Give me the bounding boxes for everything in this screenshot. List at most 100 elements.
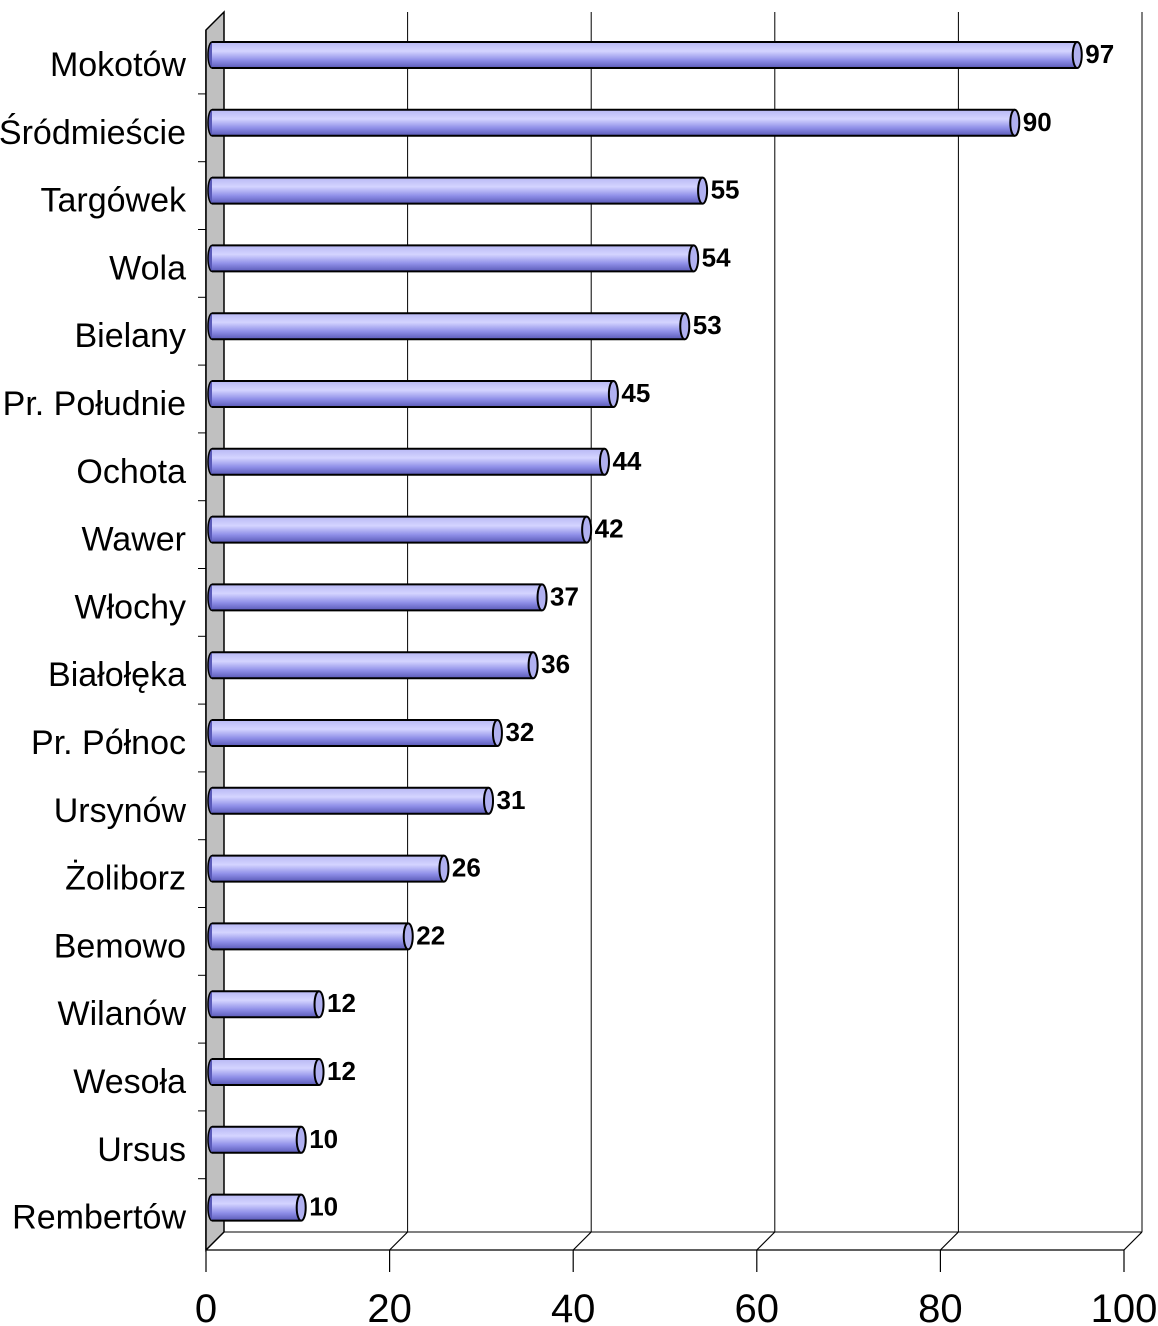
bar-cap-right <box>679 312 691 341</box>
bar <box>207 515 593 544</box>
bar-cap-right <box>598 447 610 476</box>
floor-connector <box>939 1231 959 1251</box>
bar <box>207 380 619 408</box>
category-labels: Mokotów Śródmieście Targówek Wola Bielany Pr.… <box>0 46 187 1237</box>
bar-body <box>212 381 614 407</box>
bar-cap-right <box>1071 41 1083 69</box>
bar-cap-right <box>536 583 548 612</box>
bar-body <box>212 584 543 611</box>
category-label: Żoliborz <box>65 860 186 898</box>
x-tick-label: 40 <box>551 1287 596 1326</box>
data-label: 32 <box>505 717 534 747</box>
bar-cap-right <box>491 719 503 747</box>
bar-body <box>212 855 444 882</box>
bar <box>207 583 548 612</box>
bar-body <box>212 516 587 543</box>
data-label: 22 <box>416 920 445 950</box>
bar-body <box>212 1059 320 1085</box>
bar <box>207 719 503 747</box>
bar <box>207 854 450 883</box>
bar-body <box>212 1126 302 1153</box>
category-label: Białołęka <box>48 656 186 694</box>
bar-cap-right <box>295 1125 307 1154</box>
bar-cap-right <box>438 854 450 883</box>
bar-body <box>212 313 685 340</box>
x-tick-label: 80 <box>918 1287 963 1326</box>
bar-body <box>212 923 409 950</box>
bar-body <box>212 245 694 272</box>
data-label: 12 <box>327 988 356 1018</box>
bar-body <box>212 1194 302 1221</box>
bar-cap-right <box>295 1193 307 1222</box>
data-label: 54 <box>702 242 731 272</box>
bar-body <box>212 720 498 746</box>
floor-connector <box>1123 1231 1143 1251</box>
bar-cap-right <box>402 922 414 951</box>
bar <box>207 108 1021 137</box>
data-label: 37 <box>550 581 579 611</box>
bar-cap-right <box>313 990 325 1019</box>
x-tick-label: 0 <box>195 1287 217 1326</box>
category-label: Pr. Południe <box>3 385 186 423</box>
category-label: Bielany <box>74 317 186 355</box>
category-label: Wola <box>109 249 186 287</box>
bar <box>207 922 414 951</box>
data-label: 10 <box>309 1124 338 1154</box>
bar <box>207 990 325 1019</box>
bar <box>207 312 691 341</box>
bar-body <box>212 42 1078 68</box>
data-label: 42 <box>595 514 624 544</box>
category-label: Ursus <box>97 1131 186 1169</box>
category-label: Ursynów <box>54 792 187 830</box>
bar <box>207 176 709 205</box>
x-tick-label: 60 <box>735 1287 780 1326</box>
data-label: 44 <box>612 446 641 476</box>
bar <box>207 1193 307 1222</box>
bar <box>207 41 1083 69</box>
bar-body <box>212 109 1015 136</box>
category-label: Wilanów <box>58 995 187 1033</box>
category-label: Śródmieście <box>0 113 186 152</box>
bar-cap-right <box>688 244 700 273</box>
floor-connector <box>572 1231 592 1251</box>
bar <box>207 1125 307 1154</box>
floor-connector <box>756 1231 776 1251</box>
data-label: 55 <box>711 175 740 205</box>
bar-body <box>212 787 489 814</box>
x-tick-label: 100 <box>1091 1287 1158 1326</box>
data-label: 53 <box>693 310 722 340</box>
data-label: 36 <box>541 649 570 679</box>
bar <box>207 447 610 476</box>
data-label: 26 <box>452 853 481 883</box>
data-label: 10 <box>309 1192 338 1222</box>
floor-connector <box>389 1231 409 1251</box>
bar <box>207 786 495 815</box>
data-label: 45 <box>621 378 650 408</box>
x-tick-label: 20 <box>367 1287 412 1326</box>
bar-cap-right <box>527 651 539 680</box>
x-axis-ticks: 0 20 40 60 80 100 <box>195 1250 1158 1326</box>
bar <box>207 651 539 680</box>
bar-cap-right <box>1009 108 1021 137</box>
category-label: Pr. Północ <box>31 724 186 762</box>
category-label: Wawer <box>81 521 186 559</box>
category-label: Wesoła <box>73 1063 186 1101</box>
data-label: 12 <box>327 1056 356 1086</box>
bar <box>207 1058 325 1086</box>
bar-layer <box>207 41 1083 1222</box>
bar-body <box>212 652 534 679</box>
data-label: 97 <box>1085 39 1114 69</box>
data-label: 31 <box>497 785 526 815</box>
bar-cap-right <box>581 515 593 544</box>
bar-cap-right <box>697 176 709 205</box>
bar-cap-right <box>607 380 619 408</box>
category-label: Włochy <box>75 588 186 626</box>
category-label: Ochota <box>76 453 186 491</box>
category-label: Rembertów <box>12 1199 186 1237</box>
category-label: Mokotów <box>50 46 186 84</box>
value-labels: 97 90 55 54 53 45 44 42 37 36 32 31 26 22 12 12 10 10 <box>309 39 1114 1222</box>
bar-body <box>212 448 605 475</box>
bar <box>207 244 700 273</box>
data-label: 90 <box>1023 107 1052 137</box>
